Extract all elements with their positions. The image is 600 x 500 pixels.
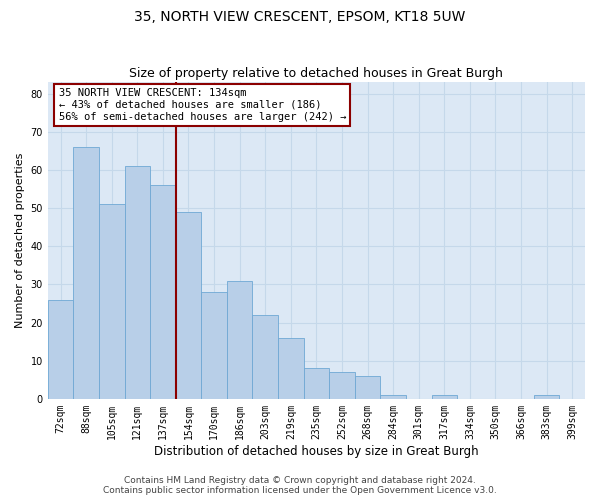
Text: 35 NORTH VIEW CRESCENT: 134sqm
← 43% of detached houses are smaller (186)
56% of: 35 NORTH VIEW CRESCENT: 134sqm ← 43% of … xyxy=(59,88,346,122)
Bar xyxy=(278,338,304,399)
Text: 35, NORTH VIEW CRESCENT, EPSOM, KT18 5UW: 35, NORTH VIEW CRESCENT, EPSOM, KT18 5UW xyxy=(134,10,466,24)
Bar xyxy=(125,166,150,399)
Bar xyxy=(304,368,329,399)
Text: Contains HM Land Registry data © Crown copyright and database right 2024.
Contai: Contains HM Land Registry data © Crown c… xyxy=(103,476,497,495)
Bar xyxy=(329,372,355,399)
X-axis label: Distribution of detached houses by size in Great Burgh: Distribution of detached houses by size … xyxy=(154,444,479,458)
Bar xyxy=(355,376,380,399)
Bar xyxy=(150,185,176,399)
Bar xyxy=(48,300,73,399)
Bar xyxy=(253,315,278,399)
Title: Size of property relative to detached houses in Great Burgh: Size of property relative to detached ho… xyxy=(130,66,503,80)
Bar xyxy=(176,212,201,399)
Bar xyxy=(534,395,559,399)
Bar xyxy=(380,395,406,399)
Y-axis label: Number of detached properties: Number of detached properties xyxy=(15,153,25,328)
Bar xyxy=(227,280,253,399)
Bar xyxy=(431,395,457,399)
Bar xyxy=(201,292,227,399)
Bar xyxy=(99,204,125,399)
Bar xyxy=(73,147,99,399)
